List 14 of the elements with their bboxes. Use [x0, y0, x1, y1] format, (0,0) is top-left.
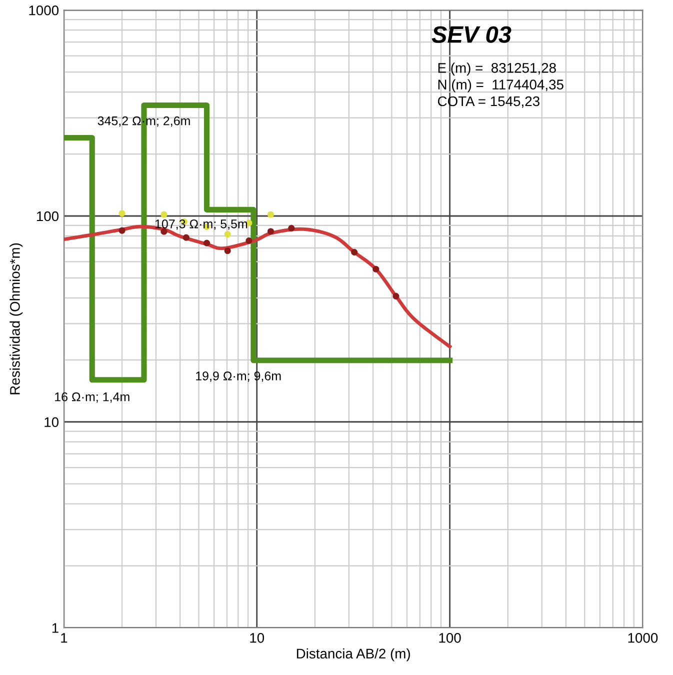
- annotation: N (m) = 1174404,35: [438, 79, 564, 92]
- y-tick-label: 100: [36, 211, 59, 222]
- x-axis-title: Distancia AB/2 (m): [296, 648, 410, 662]
- annotation: 107,3 Ω·m; 5,5m: [155, 219, 248, 230]
- x-tick-label: 1000: [628, 632, 658, 643]
- x-tick-label: 10: [250, 632, 264, 643]
- y-tick-label: 10: [44, 417, 59, 428]
- y-tick-label: 1000: [29, 5, 59, 16]
- annotation: E (m) = 831251,28: [438, 62, 556, 76]
- y-tick-label: 1: [52, 623, 58, 633]
- annotation: 16 Ω·m; 1,4m: [55, 392, 130, 403]
- x-tick-label: 1: [61, 633, 68, 643]
- x-tick-label: 100: [439, 632, 461, 643]
- y-axis-title: Resistividad (Ohmios*m): [10, 243, 23, 394]
